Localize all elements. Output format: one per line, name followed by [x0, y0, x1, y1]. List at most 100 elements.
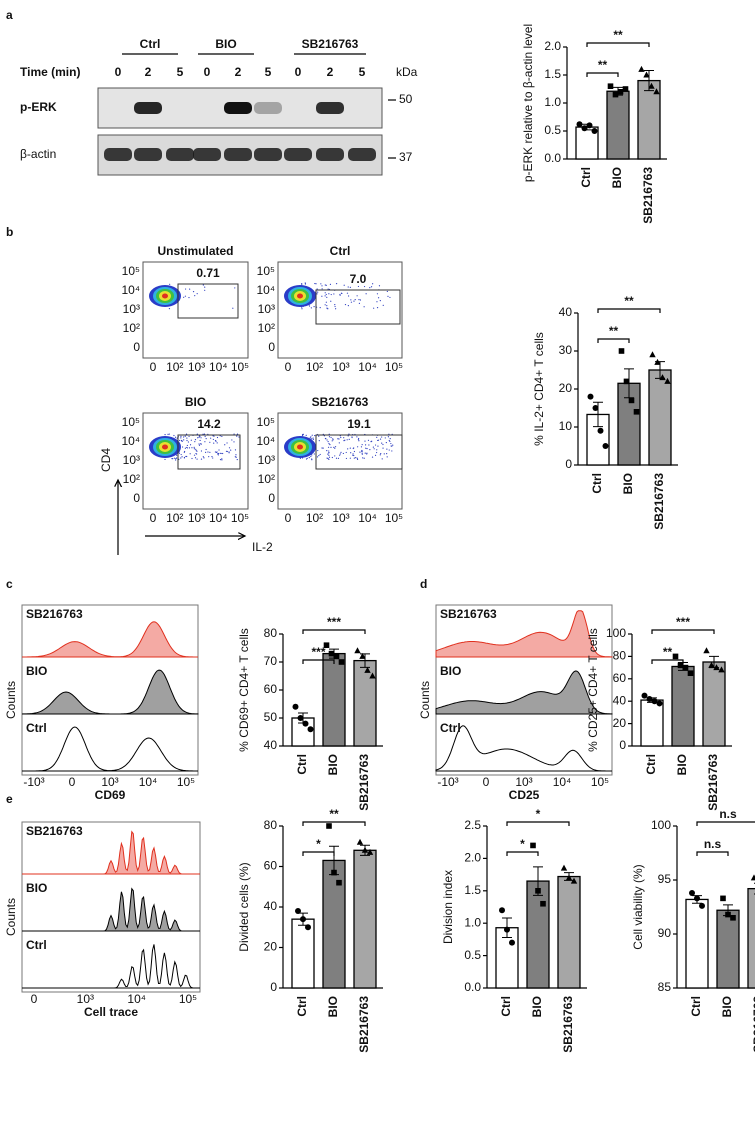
x-tick-label: 10⁵ — [385, 360, 403, 374]
dot — [200, 450, 203, 452]
density — [297, 444, 303, 450]
dot — [356, 295, 358, 297]
axis-label: CD4 — [99, 448, 113, 472]
dot — [334, 303, 336, 306]
x-tick-label: SB216763 — [641, 167, 655, 224]
point — [499, 907, 505, 914]
y-tick-label: 2.0 — [464, 851, 481, 865]
y-tick-label: 20 — [264, 940, 278, 954]
histogram — [435, 670, 613, 715]
bar — [526, 880, 550, 989]
group-label: SB216763 — [302, 37, 359, 51]
dot — [361, 444, 363, 446]
dot — [180, 457, 182, 459]
x-axis-label: Cell trace — [84, 1005, 138, 1019]
point — [713, 664, 720, 671]
dot — [178, 452, 181, 454]
y-axis-label: % IL-2+ CD4+ T cells — [532, 332, 546, 446]
dot — [191, 447, 193, 449]
x-tick-label: 0 — [285, 360, 292, 374]
significance-bracket — [506, 821, 570, 826]
dot — [351, 436, 353, 438]
point — [694, 895, 700, 902]
gate — [315, 289, 401, 325]
point — [617, 89, 624, 95]
dot — [389, 440, 391, 443]
dot — [390, 442, 392, 445]
dot — [190, 439, 192, 441]
point — [331, 869, 337, 876]
dot — [186, 447, 189, 449]
dot — [216, 442, 218, 444]
dot — [234, 449, 237, 451]
dot — [327, 440, 329, 443]
x-tick-label: 10² — [166, 360, 183, 374]
kda-marker: 50 — [399, 92, 413, 106]
significance-bracket — [696, 821, 755, 826]
y-tick-label: 10⁵ — [122, 264, 140, 278]
y-tick-label: 50 — [264, 710, 278, 724]
x-tick-label: 10³ — [188, 360, 205, 374]
dot — [306, 457, 308, 459]
dot — [347, 295, 350, 297]
band — [254, 102, 282, 114]
x-tick-label: Ctrl — [644, 754, 658, 775]
dot — [235, 456, 237, 458]
dot — [377, 445, 379, 447]
significance-label: * — [536, 807, 541, 821]
dot — [382, 304, 384, 306]
point — [326, 823, 332, 829]
point — [560, 864, 568, 871]
dot — [193, 446, 195, 449]
point — [297, 715, 304, 721]
panel-letter: b — [6, 225, 13, 239]
significance-bracket — [696, 851, 729, 856]
panel-letter: a — [6, 8, 13, 22]
y-tick-label: 10⁵ — [257, 415, 275, 429]
dot — [376, 451, 378, 454]
dot — [353, 300, 355, 302]
point — [699, 902, 705, 909]
dot — [184, 447, 186, 449]
dot — [175, 459, 177, 461]
x-tick-label: Ctrl — [579, 167, 593, 188]
dot — [352, 454, 354, 456]
point — [333, 653, 340, 660]
histogram — [22, 944, 200, 989]
y-tick-label: 10³ — [123, 453, 140, 467]
x-tick-label: BIO — [326, 996, 340, 1017]
histogram-label: Ctrl — [440, 721, 461, 735]
band — [316, 102, 344, 114]
point — [587, 393, 594, 400]
dot — [185, 433, 188, 435]
dot — [376, 436, 378, 438]
dot — [330, 436, 332, 439]
panel-letter: c — [6, 577, 13, 591]
significance-bracket — [651, 659, 684, 664]
dot — [221, 435, 223, 438]
dot — [357, 285, 360, 288]
dot — [326, 296, 328, 298]
y-tick-label: 10⁴ — [121, 434, 140, 448]
y-tick-label: 20 — [559, 381, 573, 395]
dot — [181, 446, 184, 448]
dot — [340, 436, 342, 439]
dot — [233, 433, 235, 435]
point — [649, 351, 656, 358]
density — [162, 293, 168, 299]
dot — [202, 456, 204, 458]
x-tick-label: Ctrl — [295, 754, 309, 775]
x-tick-label: SB216763 — [357, 754, 371, 811]
x-tick-label: 10⁴ — [127, 992, 146, 1006]
dot — [211, 455, 213, 458]
significance-label: *** — [327, 615, 341, 629]
dot — [315, 283, 317, 285]
point — [361, 846, 369, 853]
bar — [702, 661, 726, 747]
y-tick-label: 10³ — [123, 302, 140, 316]
dot — [319, 306, 321, 309]
y-tick-label: 0 — [133, 340, 140, 354]
significance-label: ** — [329, 807, 339, 821]
dot — [384, 437, 386, 439]
dot — [387, 436, 390, 438]
